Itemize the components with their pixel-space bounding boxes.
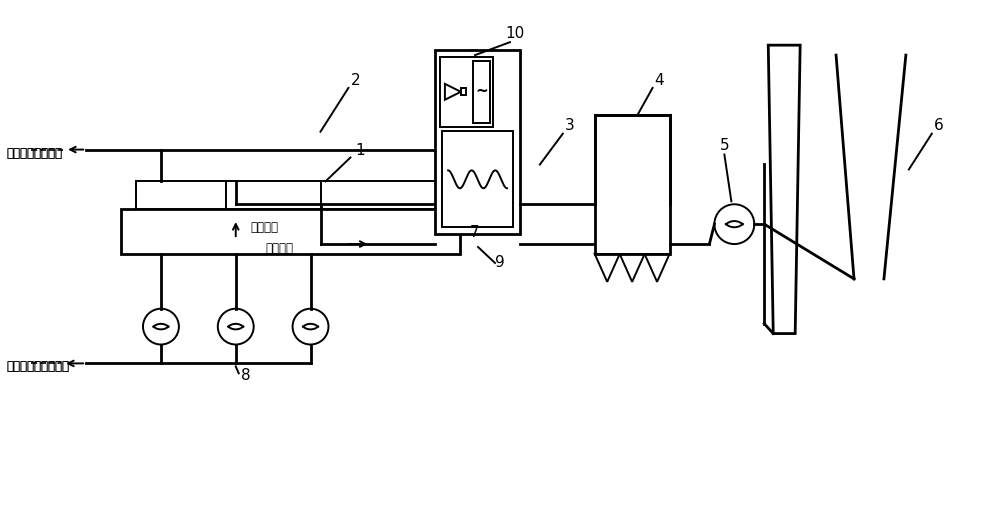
Text: 3: 3	[565, 118, 575, 133]
Bar	[461, 89, 466, 95]
Text: 6: 6	[934, 118, 944, 133]
Bar	[440, 57, 493, 127]
Text: 高温烟气余热利用: 高温烟气余热利用	[6, 147, 62, 159]
Text: 8: 8	[241, 369, 251, 383]
Bar	[121, 209, 460, 254]
Bar	[595, 115, 670, 254]
Bar	[136, 181, 445, 209]
Text: ~: ~	[475, 84, 488, 99]
Text: 5: 5	[720, 137, 729, 153]
Text: 9: 9	[495, 255, 505, 270]
Bar	[435, 50, 520, 234]
Text: 中温烟气: 中温烟气	[251, 221, 279, 234]
Text: 4: 4	[655, 73, 664, 88]
Text: 7: 7	[470, 225, 480, 240]
Text: 余热利用后高温烟气: 余热利用后高温烟气	[6, 360, 69, 374]
Bar	[442, 131, 513, 227]
Text: 2: 2	[350, 73, 360, 88]
Bar	[473, 61, 490, 123]
Text: 1: 1	[355, 143, 365, 158]
Text: 低温烟气: 低温烟气	[266, 242, 294, 255]
Text: 高温烟气余热利用: 高温烟气余热利用	[6, 147, 62, 159]
Text: 余热利用后高温烟气: 余热利用后高温烟气	[6, 360, 69, 374]
Text: 10: 10	[505, 26, 525, 41]
Polygon shape	[445, 84, 461, 100]
Polygon shape	[768, 45, 800, 333]
